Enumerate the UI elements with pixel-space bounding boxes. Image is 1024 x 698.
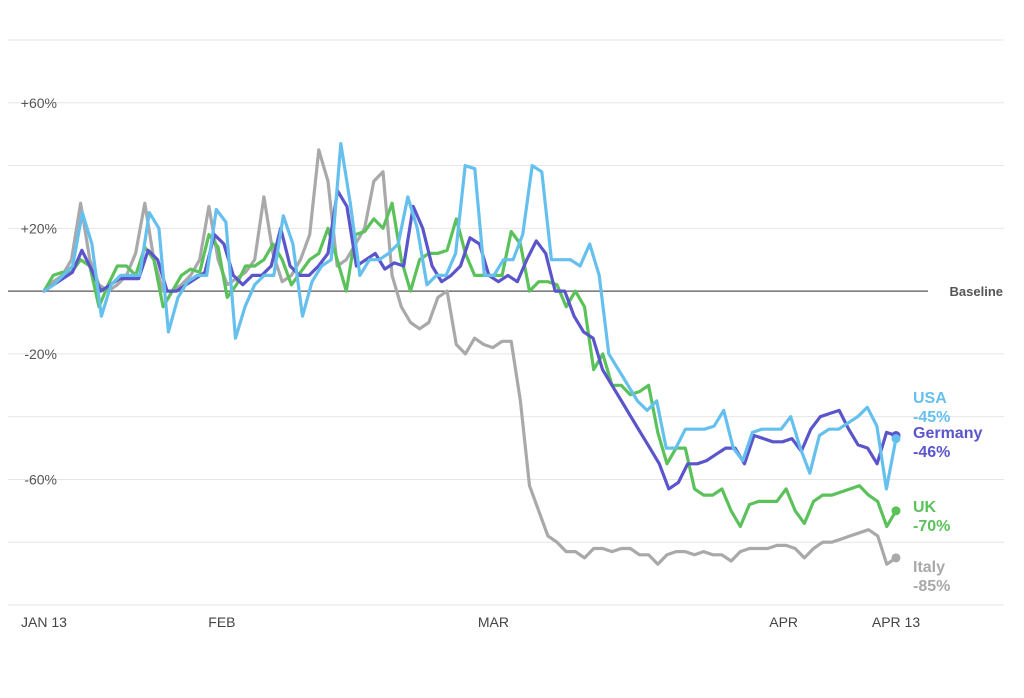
series-value-label-uk: -70% xyxy=(913,518,950,535)
y-axis-tick-labels: +60% +20% -20% -60% xyxy=(21,95,57,488)
baseline-label: Baseline xyxy=(950,284,1003,299)
x-tick-label: APR 13 xyxy=(872,614,920,630)
series-value-label-italy: -85% xyxy=(913,578,950,595)
y-tick-label: -20% xyxy=(24,346,57,362)
x-tick-label: MAR xyxy=(478,614,509,630)
series-end-point-usa xyxy=(891,434,901,444)
y-tick-label: +20% xyxy=(21,220,57,236)
x-tick-label: JAN 13 xyxy=(21,614,67,630)
series-name-label-italy: Italy xyxy=(913,559,945,576)
x-tick-label: FEB xyxy=(208,614,235,630)
x-axis-tick-labels: JAN 13 FEB MAR APR APR 13 xyxy=(21,614,920,630)
series-end-point-italy xyxy=(891,553,901,563)
series-lines xyxy=(42,142,901,566)
gridlines xyxy=(8,39,1004,606)
series-value-label-germany: -46% xyxy=(913,444,950,461)
x-tick-label: APR xyxy=(769,614,798,630)
series-end-point-uk xyxy=(891,506,901,516)
series-line-uk xyxy=(42,201,898,529)
y-tick-label: +60% xyxy=(21,95,57,111)
series-end-labels: Italy -85% UK -70% Germany -46% USA -45% xyxy=(913,390,982,595)
series-name-label-germany: Germany xyxy=(913,425,982,442)
series-name-label-uk: UK xyxy=(913,499,937,516)
series-line-germany xyxy=(42,189,898,491)
y-tick-label: -60% xyxy=(24,471,57,487)
series-line-usa xyxy=(42,142,898,491)
series-name-label-usa: USA xyxy=(913,390,947,407)
series-line-italy xyxy=(42,148,898,566)
series-value-label-usa: -45% xyxy=(913,409,950,426)
